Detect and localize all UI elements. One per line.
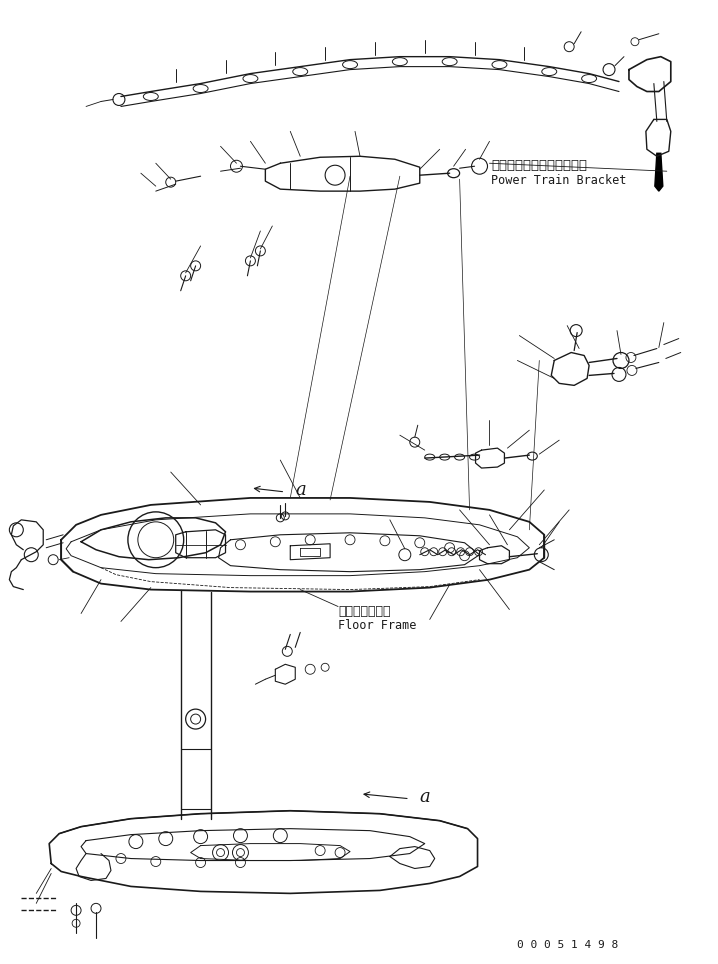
Text: 0 0 0 5 1 4 9 8: 0 0 0 5 1 4 9 8 [518,940,619,951]
Text: a: a [420,788,431,806]
Text: Power Train Bracket: Power Train Bracket [492,174,627,187]
Text: パワートレインブラケット: パワートレインブラケット [492,159,587,173]
Text: a: a [295,481,306,499]
Polygon shape [655,153,663,191]
Text: Floor Frame: Floor Frame [338,620,416,632]
Text: フロアフレーム: フロアフレーム [338,604,391,618]
